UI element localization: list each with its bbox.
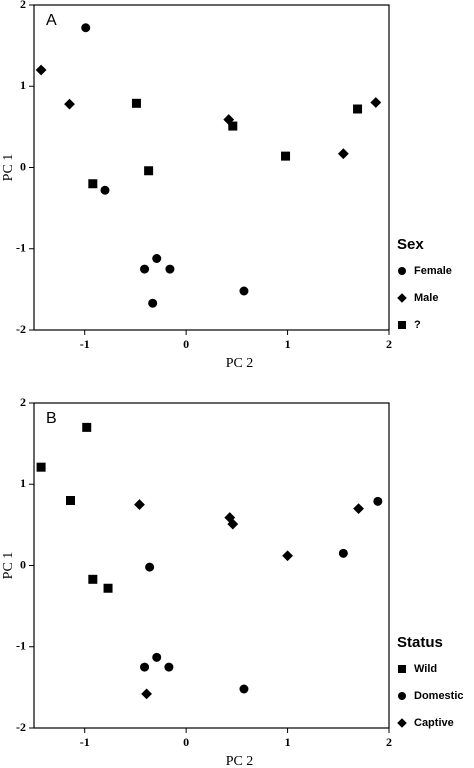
y-tick-label: 0 (20, 557, 26, 571)
marker (134, 499, 145, 510)
marker (141, 688, 152, 700)
legend-label: Female (414, 265, 452, 277)
marker (148, 298, 158, 308)
marker (239, 286, 249, 296)
x-tick-label: 1 (285, 337, 291, 351)
legend-marker (397, 718, 407, 728)
x-axis-label: PC 2 (226, 754, 254, 768)
y-axis-label: PC 1 (1, 552, 16, 580)
marker (338, 548, 348, 558)
y-tick-label: -1 (16, 241, 26, 255)
x-tick-label: -1 (80, 735, 90, 749)
panel-label: B (46, 410, 57, 427)
marker (140, 662, 150, 672)
y-tick-label: 2 (20, 395, 26, 409)
y-tick-label: -2 (16, 322, 26, 336)
y-tick-label: 0 (20, 159, 26, 173)
marker (88, 574, 98, 584)
marker (64, 98, 75, 110)
marker (224, 512, 236, 523)
legend-marker (398, 267, 406, 275)
marker (281, 151, 291, 161)
x-axis-label: PC 2 (226, 356, 254, 371)
marker (282, 550, 293, 562)
marker (152, 254, 162, 263)
marker (140, 264, 150, 274)
legend-label: ? (414, 319, 421, 331)
marker (82, 422, 92, 432)
x-tick-label: 2 (386, 337, 392, 351)
marker (353, 104, 363, 114)
marker (66, 496, 76, 505)
marker (164, 662, 174, 672)
legend-marker (397, 293, 407, 303)
marker (144, 166, 154, 176)
marker (81, 23, 91, 33)
plot-frame (33, 4, 390, 331)
marker (353, 503, 364, 515)
y-tick-label: -1 (16, 639, 26, 653)
legend-title: Sex (397, 236, 424, 253)
marker (370, 97, 382, 108)
marker (228, 121, 238, 131)
marker (88, 179, 98, 189)
x-tick-label: -1 (80, 337, 90, 351)
y-tick-label: 1 (20, 476, 26, 490)
x-tick-label: 2 (386, 735, 392, 749)
marker (103, 583, 113, 593)
marker (100, 185, 110, 195)
marker (165, 264, 175, 274)
marker (227, 518, 239, 530)
legend-title: Status (397, 634, 443, 651)
legend-label: Wild (414, 663, 437, 675)
plot-frame (33, 402, 390, 729)
y-tick-label: -2 (16, 720, 26, 734)
marker (35, 64, 47, 76)
x-tick-label: 0 (183, 337, 189, 351)
y-tick-label: 1 (20, 78, 26, 92)
legend-label: Domestic (414, 690, 464, 702)
legend-label: Captive (414, 717, 454, 729)
marker (145, 562, 155, 572)
y-axis-label: PC 1 (1, 154, 16, 182)
legend-marker (398, 321, 406, 329)
marker (152, 652, 162, 662)
marker (373, 496, 383, 506)
legend-marker (398, 692, 406, 700)
y-tick-label: 2 (20, 0, 26, 11)
x-tick-label: 0 (183, 735, 189, 749)
x-tick-label: 1 (285, 735, 291, 749)
panel-label: A (46, 12, 57, 29)
marker (131, 98, 141, 108)
marker (337, 148, 349, 160)
legend-label: Male (414, 292, 438, 304)
marker (239, 684, 249, 694)
legend-marker (398, 665, 406, 673)
marker (36, 462, 46, 472)
